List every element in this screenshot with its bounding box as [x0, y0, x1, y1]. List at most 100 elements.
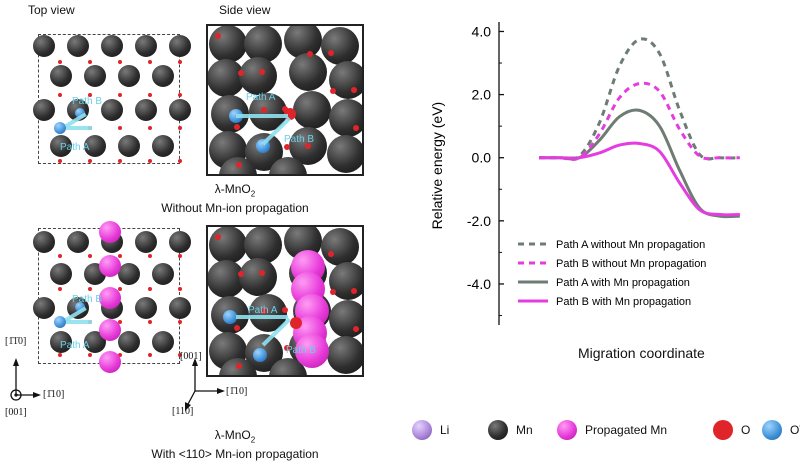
mn-atom	[293, 91, 331, 129]
migration-path-arrow	[236, 315, 288, 319]
mn-atom	[135, 231, 157, 253]
mn-atom	[169, 99, 191, 121]
mn-atom	[135, 99, 157, 121]
atom-legend-label: Li	[440, 423, 450, 437]
oxygen-vacancy	[75, 108, 85, 118]
oxygen-atom	[58, 287, 62, 291]
mn-atom	[239, 258, 277, 296]
oxygen-atom	[238, 271, 244, 277]
oxygen-vacancy	[54, 316, 66, 328]
mn-atom	[329, 99, 362, 137]
mn-atom	[169, 35, 191, 57]
oxygen-vacancy	[253, 348, 267, 362]
oxygen-atom	[305, 143, 311, 149]
axis-right-label: [1̄10]	[226, 386, 248, 397]
oxygen-atom	[351, 87, 357, 93]
atom-legend-item: Propagated Mn	[557, 420, 667, 440]
y-tick-label: 4.0	[472, 23, 492, 39]
mn-atom	[50, 65, 72, 87]
oxygen-atom	[353, 326, 359, 332]
mn-atom	[84, 135, 106, 157]
oxygen-atom	[330, 289, 336, 295]
axis-down-label: [110]	[172, 406, 194, 417]
oxygen-atom	[118, 353, 122, 357]
oxygen-atom	[148, 60, 152, 64]
atom-legend-item: O	[713, 420, 750, 440]
ov-swatch-icon	[762, 420, 782, 440]
oxygen-atom	[328, 251, 334, 257]
propagated-mn-atom	[99, 287, 121, 309]
mn-atom	[67, 35, 89, 57]
migration-path-arrow	[236, 114, 288, 118]
migration-path-arrow	[66, 320, 92, 324]
oxygen-atom	[284, 345, 290, 351]
oxygen-atom	[148, 93, 152, 97]
oxygen-atom	[88, 60, 92, 64]
series-line-3	[539, 108, 740, 219]
atom-legend-label: Propagated Mn	[585, 423, 668, 437]
legend-label: Path B without Mn propagation	[556, 258, 706, 270]
y-tick-label: 0.0	[472, 150, 492, 166]
oxygen-atom	[118, 93, 122, 97]
oxygen-atom	[88, 254, 92, 258]
atom-legend-item: OV	[762, 420, 800, 440]
y-tick-label: -2.0	[467, 213, 491, 229]
mn-atom	[329, 300, 362, 338]
oxygen-atom	[88, 353, 92, 357]
side-view-label: Side view	[219, 3, 271, 17]
caption-text: Without Mn-ion propagation	[161, 201, 309, 216]
oxygen-atom	[148, 287, 152, 291]
oxygen-atom	[215, 33, 221, 39]
oxygen-atom	[328, 50, 334, 56]
mn-atom	[244, 26, 282, 63]
atom-legend-label: Mn	[516, 423, 533, 437]
mn-atom	[209, 227, 247, 264]
mn-atom	[209, 26, 247, 63]
oxygen-atom	[58, 353, 62, 357]
atom-legend-item: Li	[412, 420, 449, 440]
mn-atom	[84, 65, 106, 87]
top-view-pristine: Path B Path A	[30, 28, 191, 168]
axis-up-label: [001]	[180, 351, 202, 362]
oxygen-atom	[178, 159, 182, 163]
oxygen-atom	[215, 234, 221, 240]
path-a-label: Path A	[248, 305, 278, 316]
oxygen-atom	[259, 69, 265, 75]
series-line-4	[539, 141, 740, 217]
oxygen-atom	[58, 254, 62, 258]
oxygen-atom	[88, 159, 92, 163]
axis-up-label: [1̄1̄0]	[5, 336, 27, 347]
oxygen-atom	[330, 88, 336, 94]
path-a-label: Path A	[60, 340, 90, 351]
mn-atom	[50, 263, 72, 285]
oxygen-atom	[148, 320, 152, 324]
x-axis-title: Migration coordinate	[578, 345, 705, 361]
axis-right-label: [1̄10]	[43, 389, 65, 400]
legend-label: Path A without Mn propagation	[556, 239, 705, 251]
mn-atom	[321, 228, 359, 266]
top-view-label: Top view	[28, 3, 75, 17]
mn-atom	[289, 53, 327, 91]
mn-atom	[152, 135, 174, 157]
mn-atom	[152, 263, 174, 285]
path-b-label: Path B	[72, 96, 103, 107]
mn-atom	[33, 35, 55, 57]
y-tick-label: -4.0	[467, 276, 491, 292]
caption-text: With <110> Mn-ion propagation	[151, 447, 319, 462]
oxygen-atom	[118, 320, 122, 324]
oxygen-atom	[148, 159, 152, 163]
series-line-1	[539, 37, 740, 161]
oxygen-atom	[236, 162, 242, 168]
propagated-mn-atom	[99, 319, 121, 341]
oxygen-atom	[118, 254, 122, 258]
mn-atom	[327, 135, 362, 173]
oxygen-atom	[58, 159, 62, 163]
oxygen-atom	[178, 254, 182, 258]
mn-atom	[101, 35, 123, 57]
side-view-propagated: Path A Path B	[206, 225, 364, 377]
mn-atom	[50, 135, 72, 157]
chart-axes: 4.0 2.0 0.0 -2.0 -4.0 Relative energy (eV)	[429, 22, 504, 325]
migration-path-arrow	[66, 126, 92, 130]
oxygen-atom	[178, 320, 182, 324]
oxygen-atom	[234, 124, 240, 130]
